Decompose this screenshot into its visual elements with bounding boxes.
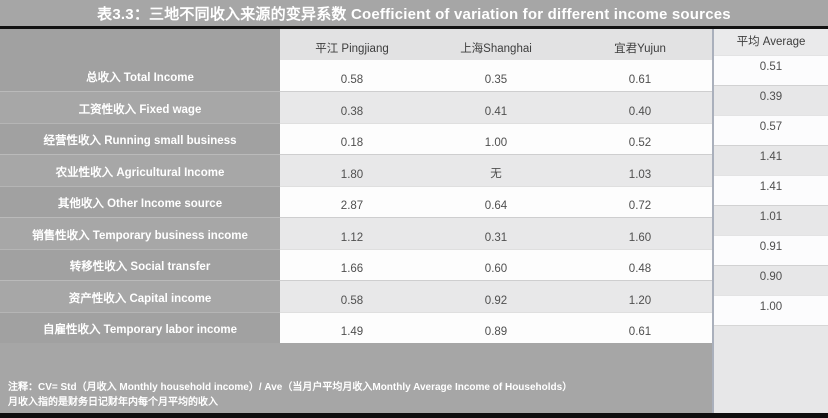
value-cell-yujun: 0.52: [628, 137, 652, 150]
table-row: 工资性收入 Fixed wage 0.38 0.41 0.40: [0, 91, 712, 123]
header-label-spacer: [0, 29, 280, 60]
column-header-yujun: 宜君Yujun: [614, 43, 666, 55]
value-cell-yujun: 0.61: [628, 74, 652, 87]
value-cell-yujun: 1.60: [628, 231, 652, 244]
value-cell-shanghai: 1.00: [484, 137, 508, 150]
value-cell-pingjiang: 0.58: [340, 74, 364, 87]
column-headers: 平江 Pingjiang 上海Shanghai 宜君Yujun: [280, 29, 712, 60]
value-cell-pingjiang: 1.12: [340, 231, 364, 244]
table-row: 销售性收入 Temporary business income 1.12 0.3…: [0, 217, 712, 249]
table-header-row: 平江 Pingjiang 上海Shanghai 宜君Yujun: [0, 29, 712, 60]
row-values: 2.87 0.64 0.72: [280, 185, 712, 218]
value-cell-yujun: 0.61: [628, 326, 652, 338]
bottom-border: [0, 413, 828, 418]
value-cell-shanghai: 0.35: [484, 74, 508, 87]
row-label: 农业性收入 Agricultural Income: [0, 154, 280, 186]
average-value-cell: 1.01: [714, 205, 828, 235]
row-values: 1.80 无 1.03: [280, 154, 712, 186]
value-cell-shanghai: 0.31: [484, 231, 508, 244]
row-label: 工资性收入 Fixed wage: [0, 91, 280, 123]
value-cell-shanghai: 0.60: [484, 263, 508, 276]
row-label: 转移性收入 Social transfer: [0, 248, 280, 281]
value-cell-yujun: 0.48: [628, 263, 652, 276]
average-value-cell: 0.91: [714, 235, 828, 265]
value-cell-shanghai: 0.92: [484, 294, 508, 307]
average-column-filler: [714, 325, 828, 413]
average-value-cell: 0.90: [714, 265, 828, 295]
row-label: 经营性收入 Running small business: [0, 122, 280, 155]
value-cell-pingjiang: 2.87: [340, 200, 364, 213]
row-values: 0.58 0.35 0.61: [280, 60, 712, 92]
value-cell-yujun: 1.20: [628, 294, 652, 307]
column-header-shanghai: 上海Shanghai: [460, 43, 532, 55]
row-values: 1.66 0.60 0.48: [280, 248, 712, 281]
value-cell-yujun: 0.72: [628, 200, 652, 213]
row-values: 0.58 0.92 1.20: [280, 280, 712, 312]
value-cell-pingjiang: 0.58: [340, 294, 364, 307]
table-row: 其他收入 Other Income source 2.87 0.64 0.72: [0, 185, 712, 218]
table-body: 总收入 Total Income 0.58 0.35 0.61 工资性收入 Fi…: [0, 60, 712, 343]
row-label: 其他收入 Other Income source: [0, 185, 280, 218]
value-cell-pingjiang: 0.38: [340, 105, 364, 118]
footnote-line-1: 注释：CV= Std（月收入 Monthly household income）…: [8, 382, 573, 393]
value-cell-shanghai: 无: [490, 167, 502, 180]
main-table: 平江 Pingjiang 上海Shanghai 宜君Yujun 总收入 Tota…: [0, 29, 712, 413]
row-label: 资产性收入 Capital income: [0, 280, 280, 312]
row-values: 0.38 0.41 0.40: [280, 91, 712, 123]
value-cell-pingjiang: 1.49: [340, 326, 364, 338]
average-column: 平均 Average 0.51 0.39 0.57 1.41 1.41 1.01…: [712, 29, 828, 413]
value-cell-pingjiang: 1.66: [340, 263, 364, 276]
value-cell-shanghai: 0.64: [484, 200, 508, 213]
footnote-area: 注释：CV= Std（月收入 Monthly household income）…: [0, 343, 712, 413]
row-label: 销售性收入 Temporary business income: [0, 217, 280, 249]
value-cell-pingjiang: 1.80: [340, 168, 364, 181]
row-values: 0.18 1.00 0.52: [280, 122, 712, 155]
value-cell-pingjiang: 0.18: [340, 137, 364, 150]
value-cell-yujun: 1.03: [628, 168, 652, 181]
average-value-cell: 1.41: [714, 145, 828, 175]
table-row: 总收入 Total Income 0.58 0.35 0.61: [0, 60, 712, 92]
table-row: 资产性收入 Capital income 0.58 0.92 1.20: [0, 280, 712, 312]
table-row: 转移性收入 Social transfer 1.66 0.60 0.48: [0, 248, 712, 281]
average-column-header: 平均 Average: [714, 29, 828, 55]
table-row: 自雇性收入 Temporary labor income 1.49 0.89 0…: [0, 311, 712, 343]
value-cell-shanghai: 0.89: [484, 326, 508, 338]
value-cell-yujun: 0.40: [628, 105, 652, 118]
column-header-pingjiang: 平江 Pingjiang: [315, 43, 389, 55]
average-value-cell: 1.41: [714, 175, 828, 205]
table-title: 表3.3：三地不同收入来源的变异系数 Coefficient of variat…: [0, 0, 828, 26]
average-value-cell: 0.39: [714, 85, 828, 115]
average-value-cell: 0.51: [714, 55, 828, 85]
footnote-line-2: 月收入指的是财务日记财年内每个月平均的收入: [8, 397, 218, 408]
table-row: 农业性收入 Agricultural Income 1.80 无 1.03: [0, 154, 712, 186]
title-divider: [0, 26, 828, 29]
table-row: 经营性收入 Running small business 0.18 1.00 0…: [0, 122, 712, 155]
average-value-cell: 0.57: [714, 115, 828, 145]
average-value-cell: 1.00: [714, 295, 828, 325]
row-values: 1.12 0.31 1.60: [280, 217, 712, 249]
row-label: 自雇性收入 Temporary labor income: [0, 311, 280, 343]
value-cell-shanghai: 0.41: [484, 105, 508, 118]
row-label: 总收入 Total Income: [0, 60, 280, 92]
row-values: 1.49 0.89 0.61: [280, 311, 712, 343]
